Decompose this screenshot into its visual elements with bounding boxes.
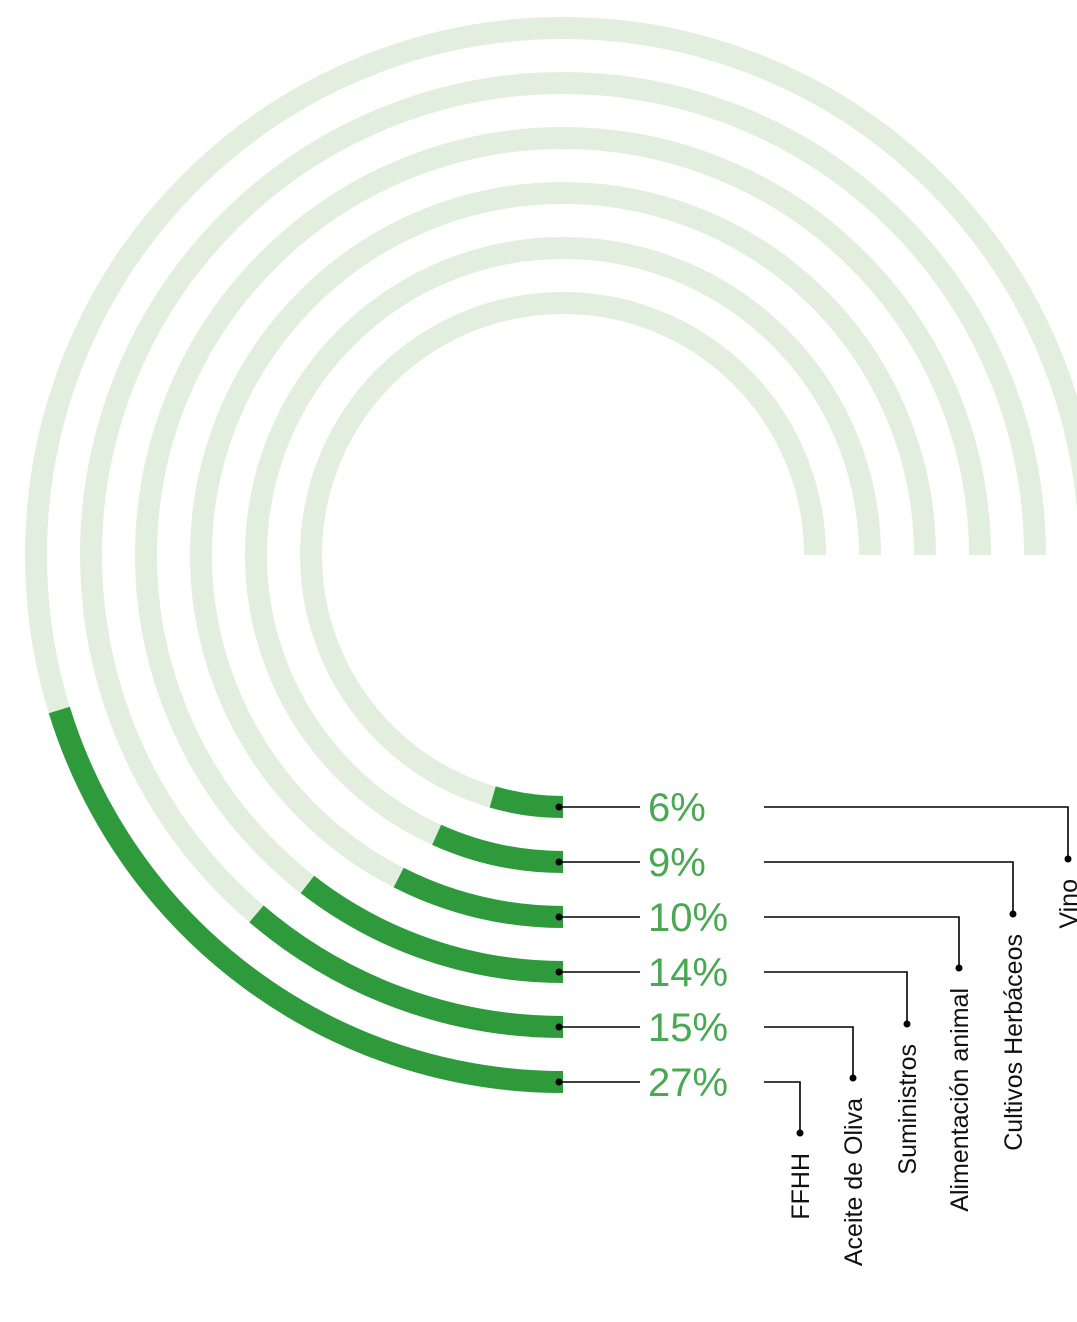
ring-track bbox=[80, 72, 1046, 1038]
value-label: 10% bbox=[648, 896, 728, 940]
ring-bar bbox=[393, 867, 564, 928]
value-label-group: 6% 9% 10% 14% 15% 27% bbox=[648, 786, 728, 1105]
ring-track bbox=[190, 182, 936, 928]
category-label: FFHH bbox=[787, 1153, 815, 1220]
category-label: Suministros bbox=[894, 1044, 922, 1175]
category-label-group: Vino Cultivos Herbáceos Alimentación ani… bbox=[787, 879, 1077, 1266]
category-label: Alimentación animal bbox=[946, 988, 974, 1212]
value-label: 6% bbox=[648, 786, 706, 830]
elbow-leader bbox=[764, 916, 960, 968]
elbow-leader bbox=[764, 861, 1014, 914]
leader-group bbox=[555, 803, 1072, 1137]
elbow-leader bbox=[764, 971, 908, 1024]
leader-dot bbox=[1064, 855, 1072, 863]
ring-bar bbox=[489, 786, 564, 818]
elbow-leader bbox=[764, 1081, 801, 1133]
elbow-leader bbox=[764, 806, 1069, 859]
category-label: Vino bbox=[1055, 879, 1077, 929]
ring-bar bbox=[249, 905, 564, 1038]
ring-bar bbox=[432, 824, 564, 873]
leader-dot bbox=[955, 964, 963, 972]
value-label: 14% bbox=[648, 951, 728, 995]
value-label: 27% bbox=[648, 1061, 728, 1105]
leader-dot bbox=[1009, 910, 1017, 918]
ring-bar bbox=[48, 706, 564, 1093]
leader-dot bbox=[849, 1074, 857, 1082]
elbow-leader bbox=[764, 1026, 854, 1078]
value-label: 15% bbox=[648, 1006, 728, 1050]
value-label: 9% bbox=[648, 841, 706, 885]
leader-dot bbox=[796, 1129, 804, 1137]
ring-track bbox=[135, 127, 991, 983]
category-label: Cultivos Herbáceos bbox=[1000, 934, 1028, 1151]
category-label: Aceite de Oliva bbox=[840, 1098, 868, 1266]
leader-dot bbox=[903, 1020, 911, 1028]
ring-track bbox=[300, 292, 826, 818]
bar-group bbox=[48, 706, 564, 1093]
ring-bar bbox=[300, 875, 564, 983]
ring-track bbox=[245, 237, 881, 873]
